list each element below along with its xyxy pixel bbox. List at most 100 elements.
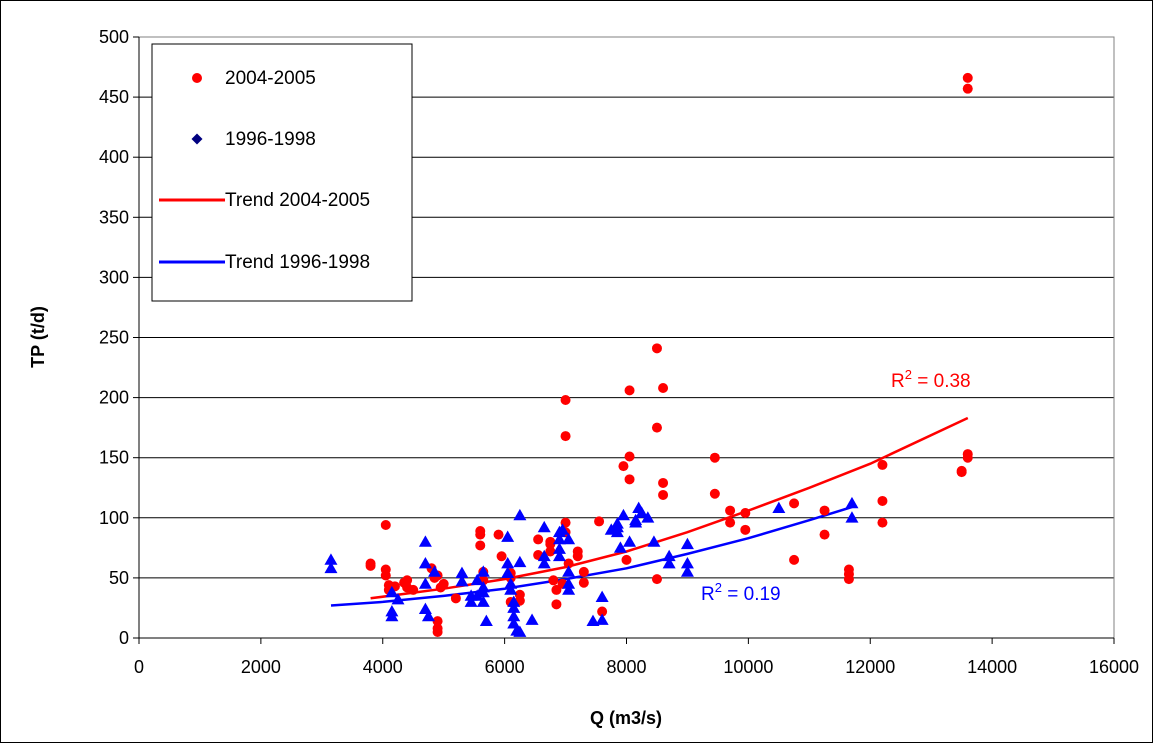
point-1996-1998 [476,595,490,607]
x-tick-label: 2000 [241,657,281,677]
point-2004-2005 [725,517,736,528]
point-1996-1998 [680,565,694,577]
point-1996-1998 [616,508,630,521]
trend-line-trend-1996-1998 [330,505,853,607]
point-1996-1998 [464,595,478,607]
point-1996-1998 [418,577,432,589]
point-1996-1998 [537,549,551,562]
point-2004-2005 [624,385,635,396]
legend-label: 2004-2005 [225,68,316,89]
point-1996-1998 [552,542,566,554]
point-2004-2005 [725,505,736,516]
point-2004-2005 [709,488,720,499]
point-2004-2005 [402,575,413,586]
point-1996-1998 [507,601,521,613]
x-tick-label: 8000 [606,657,646,677]
legend-label: Trend 2004-2005 [225,190,370,211]
point-1996-1998 [586,614,600,627]
point-2004-2005 [624,474,635,485]
point-2004-2005 [594,516,605,527]
point-2004-2005 [658,477,669,488]
point-1996-1998 [501,530,515,542]
point-1996-1998 [562,583,576,595]
legend: 2004-2005 1996-1998 Trend 2004-2005 Tren… [151,43,413,302]
point-1996-1998 [556,523,570,535]
point-2004-2005 [560,395,571,406]
point-2004-2005 [658,489,669,500]
point-2004-2005 [956,467,967,478]
point-2004-2005 [551,584,562,595]
point-2004-2005 [819,529,830,540]
point-2004-2005 [621,554,632,565]
point-1996-1998 [552,549,566,562]
point-1996-1998 [647,535,661,547]
point-1996-1998 [501,556,515,569]
point-2004-2005 [658,382,669,393]
r-squared-exponent: 2 [715,580,722,595]
point-1996-1998 [662,556,676,569]
y-tick-label: 350 [99,207,129,227]
point-1996-1998 [552,532,566,545]
point-1996-1998 [507,595,521,607]
point-1996-1998 [418,535,432,547]
point-1996-1998 [537,520,551,533]
point-1996-1998 [513,508,527,521]
point-2004-2005 [709,452,720,463]
point-1996-1998 [470,589,484,601]
legend-entry-trend-2004-2005: Trend 2004-2005 [159,190,370,211]
point-2004-2005 [560,431,571,442]
point-2004-2005 [789,554,800,565]
point-2004-2005 [432,616,443,627]
r-squared-2004-2005: R2 = 0.38 [891,367,971,392]
point-2004-2005 [618,461,629,472]
point-1996-1998 [680,556,694,569]
point-1996-1998 [595,590,609,603]
x-tick-label: 6000 [485,657,525,677]
point-1996-1998 [418,556,432,569]
point-1996-1998 [613,541,627,553]
legend-box [151,43,413,302]
point-1996-1998 [507,609,521,622]
point-2004-2005 [493,529,504,540]
y-tick-label: 500 [99,27,129,47]
point-1996-1998 [845,496,859,509]
point-2004-2005 [877,517,888,528]
point-1996-1998 [455,575,469,587]
point-1996-1998 [504,577,518,589]
r-squared-exponent: 2 [905,367,912,382]
point-1996-1998 [476,565,490,577]
point-2004-2005 [432,626,443,637]
point-1996-1998 [772,501,786,514]
x-tick-label: 16000 [1089,657,1139,677]
point-1996-1998 [680,537,694,550]
point-1996-1998 [455,566,469,578]
legend-label: Trend 1996-1998 [225,252,370,273]
point-1996-1998 [324,561,338,574]
x-tick-label: 4000 [363,657,403,677]
r-squared-1996-1998: R2 = 0.19 [701,580,781,605]
y-tick-label: 150 [99,448,129,468]
point-1996-1998 [525,613,539,625]
point-2004-2005 [533,534,544,545]
y-tick-label: 100 [99,508,129,528]
point-2004-2005 [651,574,662,585]
point-2004-2005 [563,558,574,569]
point-2004-2005 [740,507,751,518]
point-1996-1998 [324,553,338,565]
r-squared-symbol: R [891,371,905,392]
legend-marker-circle [192,73,202,83]
point-1996-1998 [635,506,649,518]
point-1996-1998 [562,565,576,577]
point-1996-1998 [476,585,490,598]
point-1996-1998 [428,565,442,577]
y-tick-label: 200 [99,388,129,408]
point-1996-1998 [513,625,527,637]
point-2004-2005 [962,83,973,94]
point-2004-2005 [578,577,589,588]
point-2004-2005 [740,524,751,535]
y-tick-label: 250 [99,328,129,348]
x-tick-label: 0 [134,657,144,677]
legend-label: 1996-1998 [225,129,316,150]
point-1996-1998 [629,516,643,528]
x-axis-title: Q (m3/s) [590,708,662,728]
